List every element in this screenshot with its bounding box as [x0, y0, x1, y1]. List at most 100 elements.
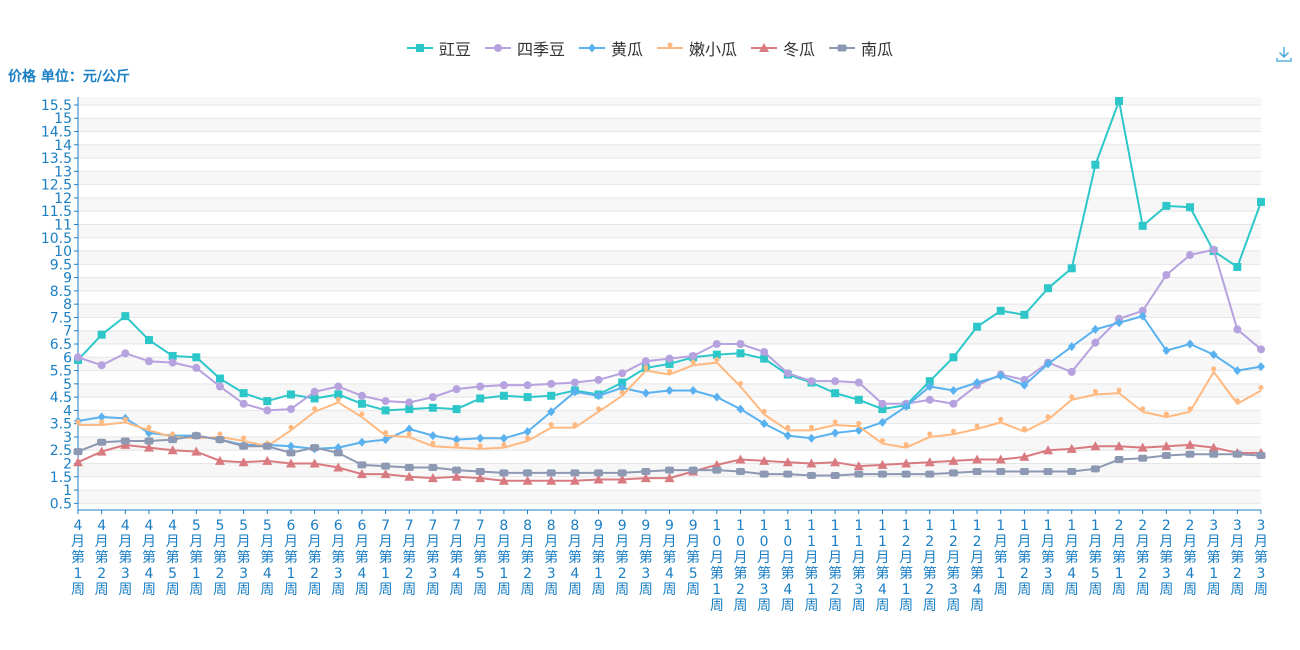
data-point: [430, 440, 436, 446]
y-tick-label: 14: [54, 138, 72, 154]
data-point: [262, 442, 272, 450]
data-point: [972, 467, 982, 475]
legend-label: 南瓜: [861, 40, 894, 59]
y-tick-label: 2: [63, 457, 72, 473]
download-icon[interactable]: [1274, 44, 1294, 64]
x-tick-label: 9 月第 2 周: [615, 518, 629, 598]
x-tick-label: 1 月第 1 周: [994, 518, 1008, 598]
x-tick-label: 1 0 月第 4 周: [781, 518, 795, 614]
data-point: [806, 458, 817, 468]
x-tick-label: 1 0 月第 3 周: [757, 518, 771, 614]
data-point: [356, 469, 367, 479]
data-point: [878, 417, 887, 427]
data-point: [335, 396, 341, 402]
data-point: [783, 470, 793, 478]
data-point: [215, 382, 224, 391]
y-tick-label: 7.5: [50, 310, 72, 326]
y-tick-label: 15.5: [41, 98, 72, 114]
data-point: [167, 445, 178, 455]
data-point: [499, 381, 508, 390]
data-point: [736, 340, 745, 349]
data-point: [404, 471, 415, 481]
data-point: [146, 424, 152, 430]
x-tick-label: 8 月第 2 周: [521, 518, 535, 598]
y-tick-label: 8.5: [50, 284, 72, 300]
x-tick-label: 1 月第 5 周: [1088, 518, 1102, 598]
data-point: [286, 390, 295, 399]
data-point: [1232, 450, 1242, 458]
data-point: [640, 473, 651, 483]
legend-item[interactable]: 黄瓜: [578, 36, 643, 60]
grid-band: [78, 277, 1261, 291]
data-point: [546, 469, 556, 477]
data-point: [239, 399, 248, 408]
data-point: [901, 458, 912, 468]
data-point: [735, 454, 746, 464]
data-point: [120, 437, 130, 445]
data-point: [241, 435, 247, 441]
y-tick-label: 14.5: [41, 125, 72, 141]
data-point: [1211, 366, 1217, 372]
data-point: [973, 378, 982, 388]
data-point: [1067, 367, 1076, 376]
data-point: [1138, 311, 1147, 321]
data-point: [310, 444, 320, 452]
x-tick-label: 2 月第 2 周: [1136, 518, 1150, 598]
data-point: [737, 380, 743, 386]
data-point: [501, 442, 507, 448]
data-point: [596, 406, 602, 412]
data-point: [879, 438, 885, 444]
legend-item[interactable]: 豇豆: [406, 36, 471, 60]
data-point: [712, 340, 721, 349]
y-tick-label: 0.5: [50, 496, 72, 512]
data-point: [619, 390, 625, 396]
legend-item[interactable]: 冬瓜: [751, 36, 815, 60]
legend-marker-icon: [484, 44, 511, 52]
data-point: [192, 353, 201, 362]
data-point: [1069, 394, 1075, 400]
data-point: [499, 469, 509, 477]
data-point: [1044, 284, 1053, 293]
data-point: [949, 399, 958, 408]
data-point: [286, 449, 296, 457]
data-point: [97, 330, 106, 339]
data-point: [641, 467, 651, 475]
y-tick-label: 3: [63, 430, 72, 446]
data-point: [383, 430, 389, 436]
data-point: [665, 354, 674, 363]
data-point: [1020, 380, 1029, 390]
data-point: [262, 455, 273, 465]
legend-item[interactable]: 南瓜: [829, 36, 893, 60]
x-tick-label: 1 2 月第 3 周: [946, 518, 960, 614]
x-tick-label: 7 月第 4 周: [450, 518, 464, 598]
data-point: [925, 395, 934, 404]
data-point: [333, 462, 344, 472]
data-point: [1209, 450, 1219, 458]
data-point: [806, 471, 816, 479]
data-point: [594, 391, 603, 401]
legend-marker-icon: [751, 43, 778, 52]
data-point: [239, 442, 249, 450]
data-point: [1092, 388, 1098, 394]
x-tick-label: 8 月第 3 周: [544, 518, 558, 598]
y-tick-label: 5: [63, 377, 72, 393]
data-point: [901, 470, 911, 478]
data-point: [854, 378, 863, 387]
data-point: [452, 435, 461, 445]
data-point: [665, 359, 674, 368]
data-point: [760, 354, 769, 363]
data-point: [1019, 467, 1029, 475]
data-point: [97, 361, 106, 370]
data-point: [405, 398, 414, 407]
data-point: [572, 422, 578, 428]
data-point: [570, 469, 580, 477]
data-point: [641, 388, 650, 398]
data-point: [546, 475, 557, 485]
data-point: [974, 423, 980, 429]
data-point: [454, 442, 460, 448]
legend-item[interactable]: 嫩小瓜: [657, 36, 737, 60]
legend-item[interactable]: 四季豆: [484, 36, 565, 60]
data-point: [476, 394, 485, 403]
data-point: [97, 412, 106, 422]
